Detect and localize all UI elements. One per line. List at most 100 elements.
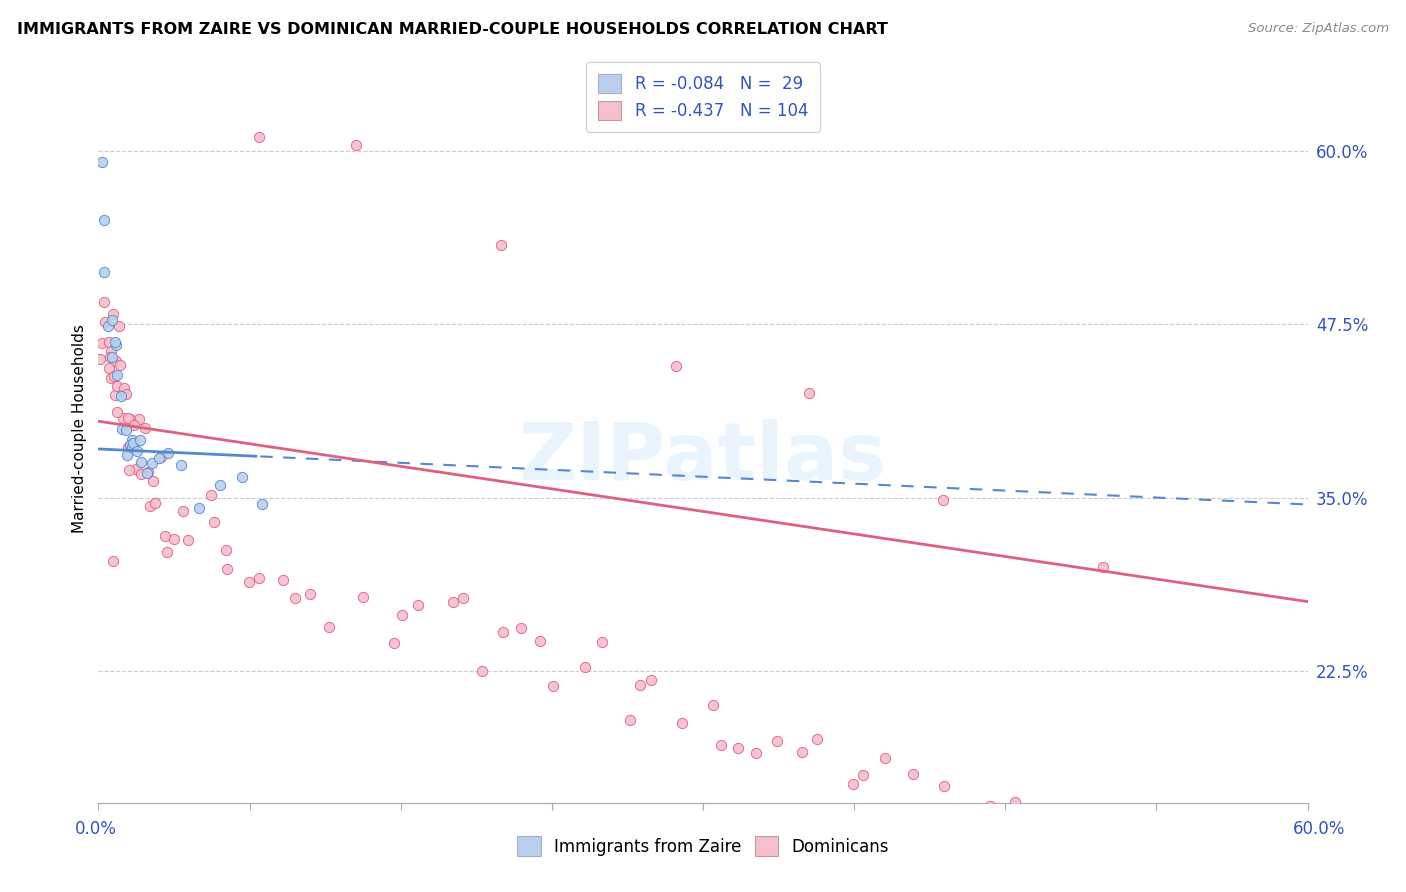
- Point: [148, 451, 170, 466]
- Point: [1038, 824, 1060, 838]
- Point: [141, 456, 163, 470]
- Point: [217, 562, 239, 576]
- Point: [107, 318, 129, 333]
- Point: [766, 733, 789, 747]
- Point: [665, 359, 688, 373]
- Point: [1260, 861, 1282, 875]
- Point: [1004, 796, 1026, 810]
- Point: [591, 635, 613, 649]
- Point: [238, 574, 260, 589]
- Point: [129, 467, 152, 482]
- Point: [797, 386, 820, 401]
- Point: [143, 495, 166, 509]
- Point: [93, 315, 115, 329]
- Point: [155, 529, 177, 543]
- Point: [105, 354, 128, 368]
- Point: [231, 470, 253, 484]
- Point: [172, 503, 194, 517]
- Point: [979, 798, 1001, 813]
- Point: [574, 659, 596, 673]
- Point: [97, 361, 120, 376]
- Point: [1077, 869, 1099, 883]
- Point: [451, 591, 474, 605]
- Point: [100, 370, 122, 384]
- Point: [1153, 863, 1175, 877]
- Point: [156, 445, 179, 459]
- Point: [932, 779, 955, 793]
- Point: [129, 433, 152, 447]
- Point: [250, 497, 273, 511]
- Point: [247, 571, 270, 585]
- Point: [529, 633, 551, 648]
- Point: [90, 155, 112, 169]
- Point: [125, 462, 148, 476]
- Point: [117, 440, 139, 454]
- Point: [922, 812, 945, 826]
- Point: [640, 673, 662, 687]
- Point: [702, 698, 724, 712]
- Point: [115, 387, 138, 401]
- Point: [105, 379, 128, 393]
- Point: [101, 307, 124, 321]
- Point: [391, 608, 413, 623]
- Point: [142, 474, 165, 488]
- Point: [105, 368, 128, 382]
- Point: [188, 501, 211, 516]
- Point: [298, 586, 321, 600]
- Point: [247, 130, 270, 145]
- Point: [441, 595, 464, 609]
- Point: [108, 358, 131, 372]
- Point: [100, 343, 122, 358]
- Point: [117, 411, 139, 425]
- Point: [344, 138, 367, 153]
- Point: [932, 492, 955, 507]
- Point: [97, 318, 120, 333]
- Point: [619, 713, 641, 727]
- Point: [112, 411, 135, 425]
- Text: ZIPatlas: ZIPatlas: [519, 419, 887, 497]
- Legend: R = -0.084   N =  29, R = -0.437   N = 104: R = -0.084 N = 29, R = -0.437 N = 104: [586, 62, 820, 132]
- Point: [114, 423, 136, 437]
- Point: [406, 598, 429, 612]
- Point: [110, 389, 132, 403]
- Point: [1205, 859, 1227, 873]
- Y-axis label: Married-couple Households: Married-couple Households: [72, 324, 87, 533]
- Point: [851, 768, 873, 782]
- Point: [93, 213, 115, 227]
- Point: [710, 738, 733, 752]
- Point: [111, 422, 134, 436]
- Point: [89, 352, 111, 367]
- Point: [541, 679, 564, 693]
- Point: [98, 350, 121, 364]
- Point: [271, 573, 294, 587]
- Point: [806, 731, 828, 746]
- Point: [671, 715, 693, 730]
- Point: [492, 624, 515, 639]
- Point: [121, 436, 143, 450]
- Point: [104, 334, 127, 349]
- Point: [103, 553, 125, 567]
- Point: [120, 438, 142, 452]
- Point: [177, 533, 200, 547]
- Point: [318, 620, 340, 634]
- Point: [97, 334, 120, 349]
- Point: [112, 381, 135, 395]
- Point: [489, 237, 512, 252]
- Point: [202, 515, 225, 529]
- Point: [118, 463, 141, 477]
- Point: [790, 745, 813, 759]
- Point: [209, 478, 232, 492]
- Point: [1132, 838, 1154, 853]
- Point: [118, 412, 141, 426]
- Point: [129, 455, 152, 469]
- Point: [103, 368, 125, 383]
- Point: [128, 411, 150, 425]
- Point: [101, 313, 124, 327]
- Point: [1090, 833, 1112, 847]
- Point: [873, 751, 896, 765]
- Point: [121, 433, 143, 447]
- Point: [1060, 873, 1083, 888]
- Point: [352, 590, 374, 604]
- Point: [200, 487, 222, 501]
- Legend: Immigrants from Zaire, Dominicans: Immigrants from Zaire, Dominicans: [509, 828, 897, 864]
